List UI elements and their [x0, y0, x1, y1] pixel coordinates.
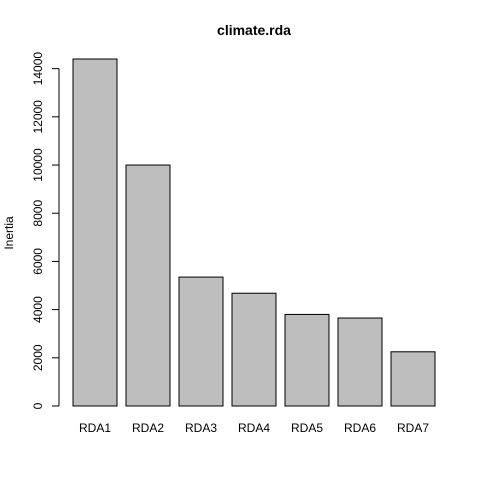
category-label: RDA3	[185, 421, 217, 435]
bars-group	[72, 58, 436, 407]
y-axis-label: Inertia	[2, 216, 16, 250]
y-tick-label: 14000	[31, 52, 45, 86]
category-label: RDA4	[238, 421, 270, 435]
category-label: RDA6	[344, 421, 376, 435]
category-label: RDA7	[397, 421, 429, 435]
y-tick-label: 6000	[31, 248, 45, 275]
bar-rda3	[178, 276, 224, 407]
y-tick-label: 10000	[31, 148, 45, 182]
bar-rda4	[231, 292, 277, 407]
category-labels: RDA1 RDA2 RDA3 RDA4 RDA5 RDA6 RDA7	[79, 421, 429, 435]
y-axis: 0 2000 4000 6000 8000 10000 12000 14000	[31, 52, 60, 409]
y-tick-label: 0	[31, 402, 45, 409]
y-tick-label: 4000	[31, 296, 45, 323]
bar-rda5	[284, 313, 330, 407]
category-label: RDA5	[291, 421, 323, 435]
bar-rda7	[390, 351, 436, 407]
category-label: RDA1	[79, 421, 111, 435]
bar-rda6	[337, 317, 383, 407]
y-tick-label: 12000	[31, 100, 45, 134]
chart-title: climate.rda	[217, 22, 291, 38]
y-tick-label: 2000	[31, 344, 45, 371]
category-label: RDA2	[132, 421, 164, 435]
bar-rda2	[125, 164, 171, 407]
y-tick-label: 8000	[31, 200, 45, 227]
bar-rda1	[72, 58, 118, 407]
